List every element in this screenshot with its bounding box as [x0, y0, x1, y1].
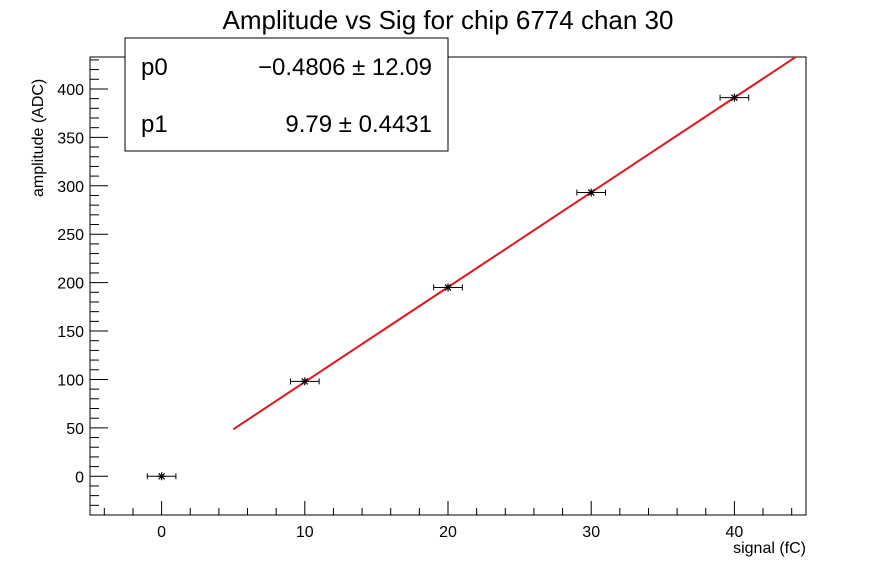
- star-marker: [444, 284, 452, 291]
- x-axis-label: signal (fC): [733, 540, 806, 557]
- y-tick-label: 0: [75, 469, 84, 486]
- points-layer: [146, 93, 750, 481]
- stats-box: p0 −0.4806 ± 12.09 p1 9.79 ± 0.4431: [124, 37, 449, 152]
- star-marker: [730, 94, 738, 102]
- y-axis-label: amplitude (ADC): [30, 79, 47, 197]
- y-tick-label: 400: [57, 82, 84, 99]
- data-point: [289, 377, 320, 386]
- stats-p1-name: p1: [141, 111, 168, 138]
- stats-p0-name: p0: [141, 54, 168, 81]
- y-tick-label: 100: [57, 372, 84, 389]
- x-tick-label: 20: [439, 524, 457, 541]
- fit-layer: [232, 55, 797, 431]
- data-point: [576, 188, 607, 197]
- data-point: [719, 93, 750, 102]
- data-point: [433, 283, 463, 292]
- fit-line: [232, 55, 797, 431]
- y-axis: 0 50 100 150 200 250 300 350 400: [57, 59, 108, 516]
- x-tick-label: 30: [582, 524, 600, 541]
- y-tick-label: 50: [66, 421, 84, 438]
- chart-title: Amplitude vs Sig for chip 6774 chan 30: [223, 5, 674, 35]
- x-tick-label: 0: [157, 524, 166, 541]
- star-marker: [158, 472, 166, 480]
- x-axis: 0 10 20 30 40: [103, 501, 793, 541]
- y-tick-label: 250: [57, 227, 84, 244]
- data-point: [146, 472, 177, 481]
- star-marker: [587, 189, 595, 196]
- stats-p1-value: 9.79 ± 0.4431: [285, 111, 432, 138]
- stats-p0-value: −0.4806 ± 12.09: [258, 54, 432, 81]
- y-tick-label: 200: [57, 276, 84, 293]
- star-marker: [301, 377, 309, 385]
- x-tick-label: 40: [726, 524, 744, 541]
- y-tick-label: 150: [57, 324, 84, 341]
- y-tick-label: 300: [57, 179, 84, 196]
- x-tick-label: 10: [296, 524, 314, 541]
- y-tick-label: 350: [57, 130, 84, 147]
